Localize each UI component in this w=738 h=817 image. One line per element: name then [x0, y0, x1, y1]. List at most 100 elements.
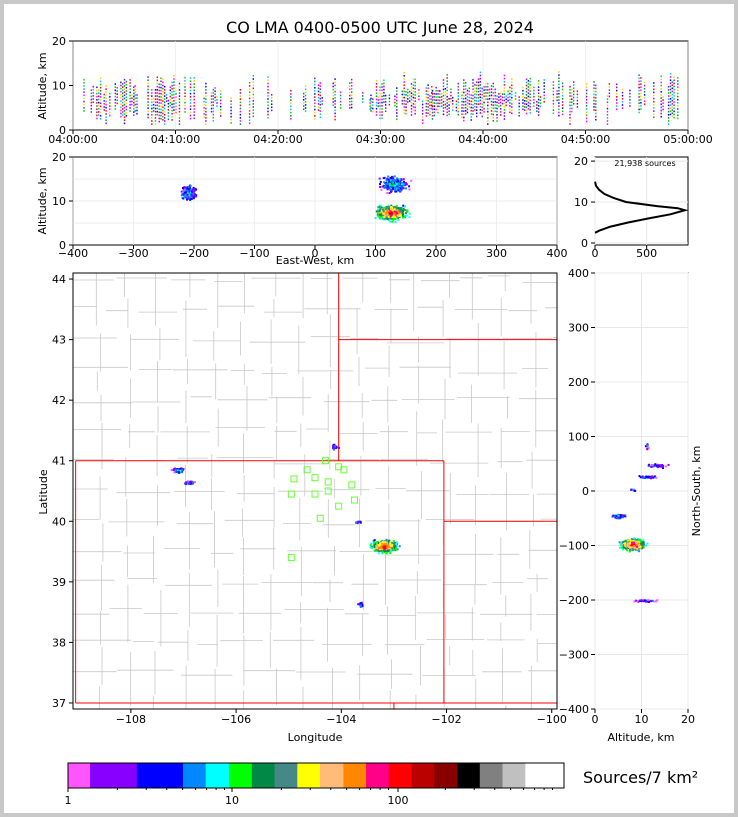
- time-height-source: [418, 95, 420, 98]
- time-height-source: [339, 104, 342, 106]
- time-height-source: [147, 113, 149, 116]
- time-height-source: [394, 95, 396, 98]
- time-height-source: [503, 81, 506, 83]
- ns-height-source: [611, 515, 614, 518]
- ns-height-source: [636, 547, 639, 550]
- time-height-source: [212, 113, 214, 116]
- time-height-source: [401, 96, 403, 99]
- time-height-source: [472, 79, 474, 81]
- time-height-source: [252, 84, 254, 86]
- time-height-source: [593, 93, 595, 96]
- time-height-source: [303, 105, 305, 107]
- time-tick-label: 05:00:00: [663, 133, 712, 146]
- time-height-source: [479, 102, 482, 105]
- time-height-source: [375, 92, 378, 94]
- time-height-source: [465, 110, 467, 112]
- time-height-source: [660, 106, 662, 109]
- time-height-source: [483, 111, 485, 113]
- time-height-source: [525, 90, 528, 93]
- time-height-source: [205, 85, 207, 88]
- time-height-source: [123, 103, 126, 106]
- time-height-source: [487, 95, 489, 97]
- time-height-source: [178, 82, 181, 85]
- time-height-source: [189, 86, 192, 89]
- time-height-source: [156, 76, 158, 79]
- ns-height-source: [639, 545, 642, 548]
- time-height-source: [147, 88, 149, 91]
- time-height-source: [444, 100, 447, 103]
- time-height-source: [479, 93, 482, 95]
- time-height-source: [248, 103, 251, 106]
- ns-height-source: [631, 547, 634, 550]
- colorbar-tick-label: 1: [65, 794, 72, 807]
- time-height-source: [184, 104, 186, 107]
- time-height-source: [151, 98, 153, 100]
- time-tick-label: 04:10:00: [151, 133, 200, 146]
- time-height-source: [446, 83, 448, 86]
- time-height-source: [494, 110, 496, 112]
- time-height-source: [220, 93, 222, 95]
- plan-view-source: [192, 482, 195, 485]
- time-height-source: [214, 87, 216, 89]
- time-height-source: [304, 85, 307, 87]
- time-height-source: [669, 73, 672, 75]
- time-height-source: [677, 86, 679, 88]
- time-height-source: [136, 94, 138, 96]
- time-height-source: [193, 105, 195, 107]
- time-height-source: [193, 101, 195, 104]
- time-height-source: [477, 90, 480, 93]
- time-height-source: [472, 91, 474, 94]
- time-height-source: [573, 84, 575, 86]
- plan-view-source: [359, 602, 362, 605]
- time-height-source: [414, 112, 416, 115]
- ns-height-source: [652, 465, 655, 468]
- time-height-source: [492, 113, 494, 116]
- time-height-source: [98, 111, 100, 113]
- plan-view-source: [394, 549, 397, 551]
- time-height-source: [98, 104, 100, 107]
- time-height-source: [667, 117, 670, 119]
- time-height-source: [476, 103, 478, 105]
- time-height-source: [660, 112, 662, 115]
- ew-tick-label: −100: [239, 247, 269, 260]
- time-height-source: [407, 98, 409, 100]
- time-height-source: [167, 118, 170, 121]
- ns-height-source: [641, 475, 644, 478]
- time-height-source: [351, 78, 353, 81]
- ew-tick-label: 400: [547, 247, 568, 260]
- time-height-source: [351, 100, 353, 103]
- time-height-source: [606, 107, 609, 110]
- time-height-source: [643, 94, 646, 96]
- time-height-source: [267, 104, 269, 107]
- time-height-source: [472, 82, 474, 84]
- time-height-source: [468, 96, 470, 99]
- time-height-source: [429, 107, 431, 110]
- ew-height-source: [379, 207, 382, 210]
- time-height-source: [494, 88, 496, 91]
- lma-station-marker: [324, 478, 332, 486]
- ew-height-source: [386, 217, 389, 220]
- time-height-source: [396, 102, 398, 105]
- time-height-source: [105, 110, 107, 112]
- time-height-source: [461, 113, 463, 115]
- time-height-source: [92, 98, 94, 100]
- time-height-source: [120, 81, 122, 84]
- ew-height-source: [189, 195, 192, 198]
- time-height-source: [537, 98, 540, 101]
- time-height-source: [522, 96, 524, 98]
- time-height-source: [479, 81, 482, 83]
- time-height-source: [105, 94, 107, 97]
- time-height-source: [537, 86, 540, 88]
- time-height-source: [543, 91, 545, 94]
- time-height-source: [671, 96, 673, 99]
- ew-height-source: [405, 187, 407, 190]
- plan-view-source: [357, 520, 360, 523]
- time-height-source: [156, 92, 158, 94]
- time-height-source: [505, 104, 507, 107]
- time-height-source: [522, 102, 524, 104]
- time-height-source: [556, 93, 558, 95]
- time-height-source: [381, 98, 383, 101]
- ew-height-source: [382, 208, 384, 211]
- time-height-source: [431, 115, 434, 117]
- time-height-source: [171, 109, 173, 112]
